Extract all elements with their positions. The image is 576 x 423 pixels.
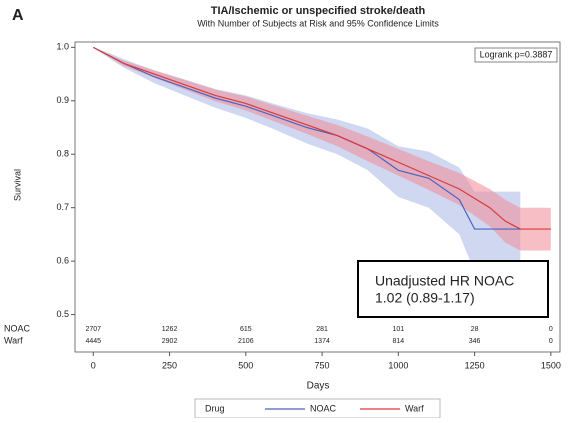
x-tick-label: 1250	[465, 360, 485, 370]
legend-title: Drug	[205, 403, 225, 413]
panel-label: A	[12, 7, 24, 24]
hr-text: 1.02 (0.89-1.17)	[375, 290, 475, 306]
at-risk-count: 4445	[86, 338, 102, 345]
at-risk-count: 2707	[86, 326, 102, 333]
x-tick-label: 500	[238, 360, 253, 370]
at-risk-count: 0	[549, 338, 553, 345]
y-tick-label: 0.7	[56, 202, 69, 212]
x-axis-label: Days	[307, 381, 330, 392]
confidence-band	[93, 47, 551, 251]
at-risk-count: 615	[240, 326, 252, 333]
at-risk-count: 101	[392, 326, 404, 333]
confidence-band	[93, 47, 521, 272]
at-risk-count: 0	[549, 326, 553, 333]
x-tick-label: 750	[315, 360, 330, 370]
plot-frame	[74, 41, 561, 353]
logrank-box	[474, 47, 558, 63]
survival-line	[93, 46, 551, 230]
survival-line	[93, 46, 521, 230]
at-risk-count: 2902	[162, 338, 178, 345]
x-tick-label: 1500	[541, 360, 561, 370]
x-tick-label: 1000	[388, 360, 408, 370]
at-risk-name: Warf	[4, 335, 23, 345]
at-risk-count: 2106	[238, 338, 254, 345]
at-risk-count: 1374	[314, 338, 330, 345]
chart-subtitle: With Number of Subjects at Risk and 95% …	[197, 18, 439, 28]
hr-text: Unadjusted HR NOAC	[375, 273, 514, 289]
at-risk-count: 346	[469, 338, 481, 345]
legend-label: NOAC	[310, 403, 337, 413]
y-tick-label: 0.6	[56, 256, 69, 266]
y-tick-label: 0.9	[56, 95, 69, 105]
y-axis-label: Survival	[12, 169, 22, 201]
hr-box	[357, 260, 549, 318]
at-risk-name: NOAC	[4, 323, 31, 333]
y-tick-label: 0.5	[56, 309, 69, 319]
x-tick-label: 0	[91, 360, 96, 370]
at-risk-count: 1262	[162, 326, 178, 333]
y-tick-label: 1.0	[56, 42, 69, 52]
legend-label: Warf	[405, 403, 424, 413]
at-risk-count: 814	[392, 338, 404, 345]
x-tick-label: 250	[162, 360, 177, 370]
y-tick-label: 0.8	[56, 149, 69, 159]
at-risk-count: 281	[316, 326, 328, 333]
chart-title: TIA/Ischemic or unspecified stroke/death	[211, 5, 426, 17]
logrank-text: Logrank p=0.3887	[480, 49, 553, 59]
at-risk-count: 28	[471, 326, 479, 333]
